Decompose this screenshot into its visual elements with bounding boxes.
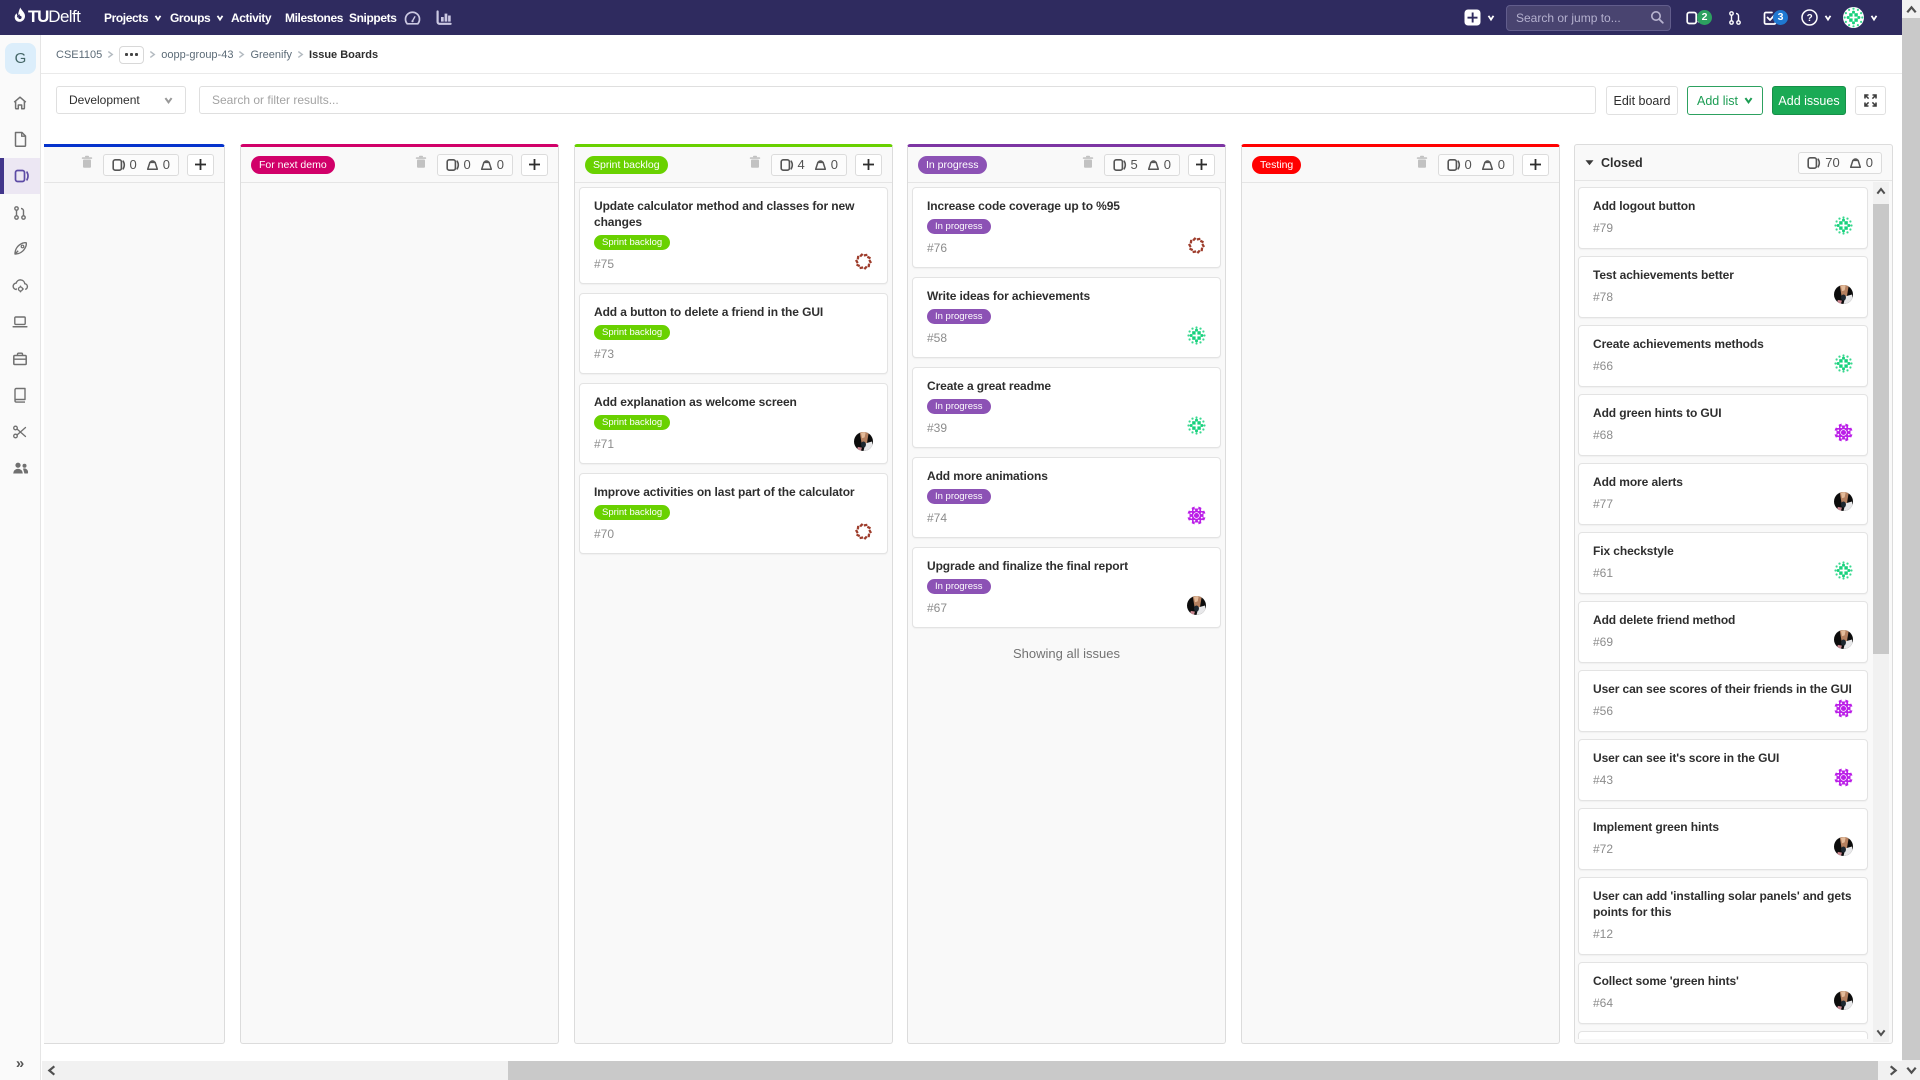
svg-text:?: ? (1807, 13, 1813, 24)
